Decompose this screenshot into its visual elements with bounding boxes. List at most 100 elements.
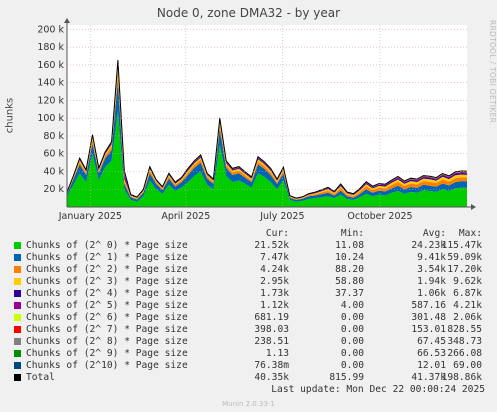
legend-label: Chunks of (2^ 4) * Page size <box>26 288 188 299</box>
legend-swatch <box>14 302 21 309</box>
x-tick-label: April 2025 <box>161 211 210 222</box>
legend-label: Chunks of (2^ 6) * Page size <box>26 312 188 323</box>
legend-min-value: 0.00 <box>340 312 364 323</box>
y-tick-label: 100 k <box>37 113 64 124</box>
legend-min-value: 4.00 <box>340 300 364 311</box>
legend: Cur: Min: Avg: Max: Chunks of (2^ 0) * P… <box>14 228 484 384</box>
footer-version: Munin 2.0.33-1 <box>222 400 275 408</box>
legend-cur-value: 7.47k <box>260 252 289 263</box>
y-tick-label: 200 k <box>37 24 64 35</box>
legend-cur-value: 238.51 <box>254 336 289 347</box>
legend-avg-value: 3.54k <box>417 264 446 275</box>
legend-header-max: Max: <box>458 228 482 239</box>
legend-label: Chunks of (2^10) * Page size <box>26 360 188 371</box>
legend-swatch <box>14 326 21 333</box>
legend-header-avg: Avg: <box>422 228 446 239</box>
legend-header: Cur: Min: Avg: Max: <box>14 228 484 240</box>
y-tick-label: 160 k <box>37 60 64 71</box>
legend-cur-value: 2.95k <box>260 276 289 287</box>
legend-avg-value: 9.41k <box>417 252 446 263</box>
legend-label: Chunks of (2^ 9) * Page size <box>26 348 188 359</box>
legend-row: Total 40.35k 815.99 41.37k 198.86k <box>14 372 484 384</box>
legend-cur-value: 1.13 <box>265 348 289 359</box>
legend-label: Chunks of (2^ 2) * Page size <box>26 264 188 275</box>
legend-swatch <box>14 374 21 381</box>
legend-max-value: 69.00 <box>453 360 482 371</box>
legend-max-value: 9.62k <box>453 276 482 287</box>
legend-min-value: 0.00 <box>340 324 364 335</box>
legend-min-value: 0.00 <box>340 348 364 359</box>
legend-cur-value: 681.19 <box>254 312 289 323</box>
x-tick-label: January 2025 <box>58 211 122 222</box>
legend-label: Chunks of (2^ 1) * Page size <box>26 252 188 263</box>
legend-avg-value: 587.16 <box>411 300 446 311</box>
y-tick-label: 140 k <box>37 78 64 89</box>
legend-min-value: 37.37 <box>335 288 364 299</box>
legend-swatch <box>14 278 21 285</box>
legend-swatch <box>14 290 21 297</box>
legend-row: Chunks of (2^ 0) * Page size 21.52k 11.08 2… <box>14 240 484 252</box>
legend-label: Chunks of (2^ 7) * Page size <box>26 324 188 335</box>
legend-avg-value: 153.01 <box>411 324 446 335</box>
legend-swatch <box>14 338 21 345</box>
legend-label: Chunks of (2^ 3) * Page size <box>26 276 188 287</box>
legend-rows: Chunks of (2^ 0) * Page size 21.52k 11.08 2… <box>14 240 484 384</box>
legend-cur-value: 1.12k <box>260 300 289 311</box>
legend-max-value: 17.20k <box>447 264 482 275</box>
x-axis-arrow <box>471 204 476 210</box>
legend-cur-value: 40.35k <box>254 372 289 383</box>
y-tick-label: 120 k <box>37 95 64 106</box>
legend-max-value: 828.55 <box>447 324 482 335</box>
legend-avg-value: 41.37k <box>411 372 446 383</box>
y-tick-label: 80 k <box>43 131 64 142</box>
legend-row: Chunks of (2^ 8) * Page size 238.51 0.00 67… <box>14 336 484 348</box>
legend-row: Chunks of (2^ 5) * Page size 1.12k 4.00 587… <box>14 300 484 312</box>
legend-max-value: 2.06k <box>453 312 482 323</box>
legend-min-value: 10.24 <box>335 252 364 263</box>
series-area-0 <box>67 111 467 207</box>
legend-cur-value: 1.73k <box>260 288 289 299</box>
legend-max-value: 115.47k <box>441 240 482 251</box>
legend-swatch <box>14 350 21 357</box>
legend-cur-value: 76.38m <box>254 360 289 371</box>
legend-max-value: 348.73 <box>447 336 482 347</box>
x-tick-label: October 2025 <box>347 211 412 222</box>
legend-row: Chunks of (2^ 2) * Page size 4.24k 88.20 3.… <box>14 264 484 276</box>
legend-label: Chunks of (2^ 8) * Page size <box>26 336 188 347</box>
legend-swatch <box>14 242 21 249</box>
x-tick-label: July 2025 <box>259 211 304 222</box>
legend-row: Chunks of (2^ 1) * Page size 7.47k 10.24 9.… <box>14 252 484 264</box>
legend-min-value: 0.00 <box>340 360 364 371</box>
y-axis-arrow <box>64 18 70 23</box>
legend-avg-value: 67.45 <box>417 336 446 347</box>
chart-area: 20 k 40 k 60 k 80 k 100 k 120 k 140 k 160 k 180 … <box>37 18 476 222</box>
legend-max-value: 266.08 <box>447 348 482 359</box>
legend-label: Chunks of (2^ 0) * Page size <box>26 240 188 251</box>
legend-swatch <box>14 254 21 261</box>
legend-label: Total <box>26 372 55 383</box>
y-tick-label: 40 k <box>43 166 64 177</box>
legend-swatch <box>14 266 21 273</box>
legend-swatch <box>14 314 21 321</box>
legend-max-value: 6.87k <box>453 288 482 299</box>
legend-avg-value: 66.53 <box>417 348 446 359</box>
legend-max-value: 198.86k <box>441 372 482 383</box>
y-tick-label: 60 k <box>43 149 64 160</box>
legend-cur-value: 21.52k <box>254 240 289 251</box>
y-tick-label: 180 k <box>37 42 64 53</box>
legend-header-min: Min: <box>340 228 364 239</box>
legend-max-value: 4.21k <box>453 300 482 311</box>
rrdtool-watermark: RRDTOOL / TOBI OETIKER <box>488 20 497 124</box>
legend-cur-value: 4.24k <box>260 264 289 275</box>
legend-avg-value: 1.94k <box>417 276 446 287</box>
legend-swatch <box>14 362 21 369</box>
legend-cur-value: 398.03 <box>254 324 289 335</box>
y-tick-label: 20 k <box>43 184 64 195</box>
legend-min-value: 58.80 <box>335 276 364 287</box>
legend-avg-value: 12.01 <box>417 360 446 371</box>
legend-min-value: 88.20 <box>335 264 364 275</box>
legend-min-value: 815.99 <box>329 372 364 383</box>
legend-row: Chunks of (2^ 6) * Page size 681.19 0.00 30… <box>14 312 484 324</box>
chart-title: Node 0, zone DMA32 - by year <box>156 6 341 20</box>
legend-row: Chunks of (2^ 4) * Page size 1.73k 37.37 1.… <box>14 288 484 300</box>
